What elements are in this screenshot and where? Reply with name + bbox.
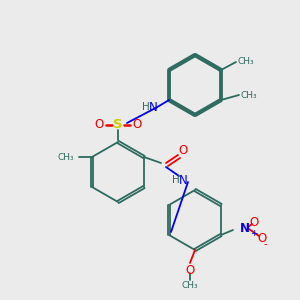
Text: H: H: [172, 175, 180, 185]
Text: O: O: [249, 215, 259, 229]
Text: O: O: [132, 118, 142, 131]
Text: CH₃: CH₃: [238, 58, 255, 67]
Text: O: O: [178, 145, 188, 158]
Text: +: +: [250, 230, 258, 238]
Text: O: O: [257, 232, 267, 244]
Text: N: N: [240, 221, 250, 235]
Text: CH₃: CH₃: [182, 280, 198, 290]
Text: H: H: [142, 103, 149, 112]
Text: CH₃: CH₃: [58, 152, 74, 161]
Text: N: N: [178, 175, 188, 188]
Text: -: -: [263, 239, 267, 249]
Text: O: O: [94, 118, 103, 131]
Text: S: S: [113, 118, 123, 131]
Text: CH₃: CH₃: [241, 91, 258, 100]
Text: N: N: [149, 101, 158, 114]
Text: O: O: [185, 263, 195, 277]
